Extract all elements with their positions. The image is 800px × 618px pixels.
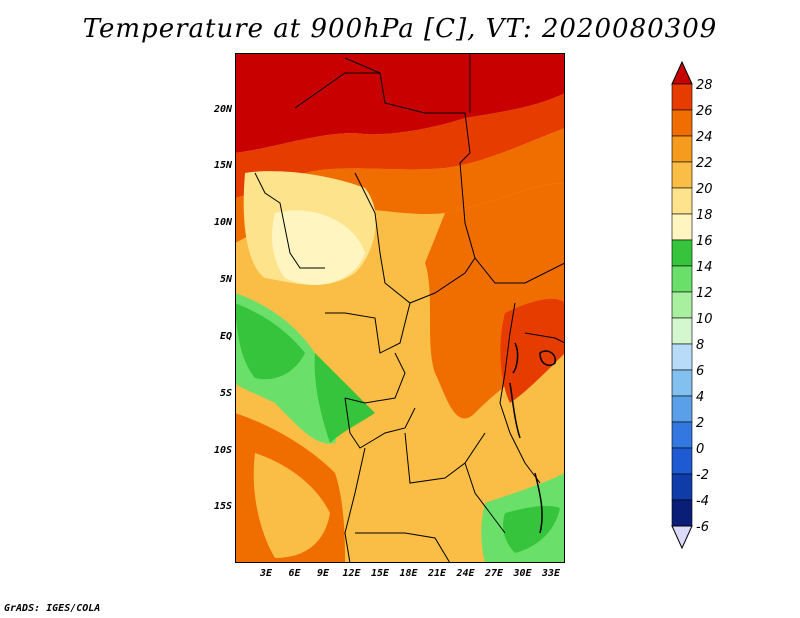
colorbar-segment (671, 317, 693, 345)
lake-region-warm (500, 298, 565, 403)
colorbar-tick-label: -4 (696, 494, 709, 509)
lon-tick-label: 33E (541, 568, 561, 579)
lon-tick-label: 6E (288, 568, 301, 579)
green-region-congo (314, 353, 375, 443)
colorbar-segment (671, 265, 693, 293)
colorbar-tick-label: -2 (696, 468, 709, 483)
warm-band-north (235, 93, 565, 198)
lat-tick-label: 15N (213, 160, 232, 171)
colorbar-tick-label: 10 (696, 312, 713, 327)
colorbar-segment (671, 187, 693, 215)
colorbar-tick-label: 20 (696, 182, 713, 197)
country-borders (254, 53, 566, 564)
map-frame (235, 53, 565, 563)
colorbar-segment (671, 291, 693, 319)
temperature-map (235, 53, 566, 564)
orange-band (235, 128, 565, 243)
chart-title: Temperature at 900hPa [C], VT: 202008030… (82, 14, 718, 44)
colorbar-segment (671, 239, 693, 267)
lat-tick-label: 10N (213, 217, 232, 228)
colorbar-tick-label: 26 (696, 104, 713, 119)
lon-tick-label: 18E (399, 568, 418, 579)
lon-tick-label: 30E (513, 568, 532, 579)
light-region-west (272, 210, 365, 285)
colorbar-tick-label: 8 (696, 338, 705, 353)
footer-credit: GrADS: IGES/COLA (4, 603, 101, 614)
map-svg (235, 53, 566, 564)
colorbar-segment (671, 473, 693, 501)
lon-tick-label: 27E (484, 568, 504, 579)
lat-tick-label: 15S (213, 501, 232, 512)
colorbar-segment (671, 395, 693, 423)
colorbar-segment (671, 499, 693, 527)
dark-green-region (235, 303, 305, 380)
colorbar-segment (671, 369, 693, 397)
colorbar-tick-label: -6 (696, 520, 709, 535)
colorbar-tick-label: 14 (696, 260, 713, 275)
colorbar-segment (671, 421, 693, 449)
lat-tick-label: 10S (213, 445, 232, 456)
yellow-region-southwest (253, 453, 330, 558)
colorbar-segment (671, 83, 693, 111)
colorbar-tick-label: 4 (696, 390, 705, 405)
colorbar-segment (671, 135, 693, 163)
colorbar-segment (671, 213, 693, 241)
colorbar-segment (671, 447, 693, 475)
lat-tick-label: 5S (219, 388, 232, 399)
colorbar-bottom-arrow (671, 525, 693, 550)
colorbar-tick-label: 12 (696, 286, 713, 301)
lon-tick-label: 3E (259, 568, 273, 579)
colorbar-tick-label: 0 (696, 442, 705, 457)
dark-green-region-southeast (503, 505, 560, 553)
lat-tick-label: 20N (213, 104, 232, 115)
lon-tick-label: 9E (316, 568, 330, 579)
lon-tick-label: 15E (370, 568, 390, 579)
colorbar-tick-label: 22 (696, 156, 713, 171)
lon-tick-label: 21E (427, 568, 447, 579)
colorbar-top-arrow (671, 60, 693, 85)
colorbar-tick-label: 2 (696, 416, 705, 431)
lon-tick-label: 12E (342, 568, 361, 579)
lon-tick-label: 24E (456, 568, 475, 579)
lakes (509, 342, 556, 534)
colorbar-segment (671, 343, 693, 371)
colorbar-tick-label: 24 (696, 130, 713, 145)
colorbar-tick-label: 18 (696, 208, 713, 223)
colorbar-segment (671, 161, 693, 189)
colorbar-tick-label: 16 (696, 234, 713, 249)
colorbar-tick-label: 28 (696, 78, 713, 93)
lat-tick-label: EQ (219, 331, 232, 342)
hot-region-north (235, 53, 565, 153)
colorbar-segment (671, 109, 693, 137)
lat-tick-label: 5N (219, 274, 232, 285)
colorbar-tick-label: 6 (696, 364, 705, 379)
colorbar (671, 60, 693, 550)
